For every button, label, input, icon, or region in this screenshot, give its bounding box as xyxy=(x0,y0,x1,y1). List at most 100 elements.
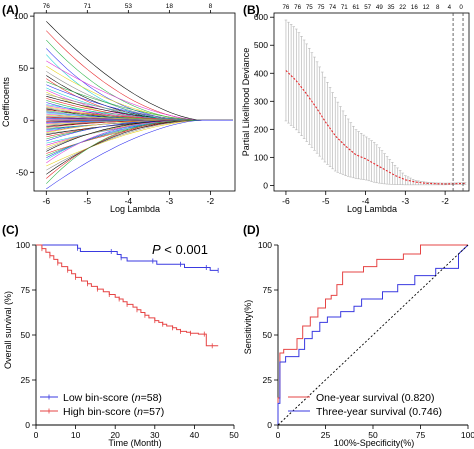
panel-a-coefficient-paths xyxy=(46,21,233,190)
panel-b-xtick-label: -6 xyxy=(282,196,290,206)
panel-b-axes: -6 -5 -4 -3 -2 0 100 200 300 400 500 600 76 76 75 75 74 7… xyxy=(254,4,464,206)
panel-b-top-label: 16 xyxy=(411,4,418,11)
panel-d-ylabel: Sensitivity(%) xyxy=(243,300,253,355)
panel-b-top-label: 22 xyxy=(399,4,406,11)
panel-d-label: (D) xyxy=(243,223,260,237)
panel-d-xtick-label: 0 xyxy=(276,430,281,440)
panel-c-xlabel: Time (Month) xyxy=(108,438,161,448)
panel-a-top-tick-label: 53 xyxy=(125,3,133,10)
panel-b-ytick-label: 500 xyxy=(254,40,268,50)
panel-b-ytick-label: 300 xyxy=(254,96,268,106)
legend-text: High bin-score ( xyxy=(63,406,138,418)
panel-a-coefficient-path xyxy=(46,81,233,121)
panel-b-top-label: 12 xyxy=(423,4,430,11)
panel-b-top-label: 0 xyxy=(459,4,463,11)
panel-c-label: (C) xyxy=(2,223,19,237)
legend-n: n xyxy=(137,406,143,418)
panel-a-coefficient-path xyxy=(46,119,233,190)
panel-b-xlabel: Log Lambda xyxy=(347,204,397,214)
panel-a-top-tick-label: 76 xyxy=(43,3,51,10)
panel-c-xtick-label: 20 xyxy=(110,430,120,440)
pvalue-rest: < 0.001 xyxy=(161,242,208,257)
legend-n: n xyxy=(135,392,141,404)
panel-c-legend-label: High bin-score (n=57) xyxy=(63,406,164,418)
panel-d-xtick-label: 25 xyxy=(321,430,331,440)
panel-d-xtick-label: 50 xyxy=(368,430,378,440)
panel-c-pvalue: P < 0.001 xyxy=(152,242,208,257)
panel-a-ytick-label: 0 xyxy=(23,115,28,125)
panel-d-legend-label: One-year survival (0.820) xyxy=(316,392,434,404)
panel-b-top-label: 61 xyxy=(353,4,360,11)
panel-a-coefficient-path xyxy=(46,119,233,171)
panel-b-xtick-label: -3 xyxy=(402,196,410,206)
panel-b-lines xyxy=(285,13,466,191)
panel-c-high-curve xyxy=(36,244,219,347)
panel-a: (A) -6 -5 -4 -3 -2 -50 0 50 100 76 71 53 18 8 Log Lam… xyxy=(1,3,236,214)
legend-text: =57) xyxy=(143,406,164,418)
panel-b-ylabel: Partial Likelihood Deviance xyxy=(241,48,251,157)
panel-b-mean-deviance-line xyxy=(285,70,466,185)
panel-b-top-label: 75 xyxy=(306,4,313,11)
panel-b-top-label: 4 xyxy=(448,4,452,11)
panel-d-legend-label: Three-year survival (0.746) xyxy=(316,406,442,418)
panel-b-xtick-label: -2 xyxy=(441,196,449,206)
panel-a-top-tick-label: 71 xyxy=(84,3,92,10)
panel-b: (B) -6 -5 -4 -3 -2 0 100 200 300 400 500 600 76 76 75 7… xyxy=(241,3,470,214)
panel-d-ytick-label: 50 xyxy=(263,330,273,340)
panel-a-coefficient-path xyxy=(46,119,233,184)
panel-c-ytick-label: 100 xyxy=(16,240,30,250)
panel-a-coefficient-path xyxy=(46,98,233,121)
panel-b-top-label: 8 xyxy=(436,4,440,11)
panel-a-xtick-label: -3 xyxy=(166,196,174,206)
panel-a-coefficient-path xyxy=(46,119,233,167)
panel-b-top-label: 75 xyxy=(318,4,325,11)
panel-a-ylabel: Coefficoents xyxy=(1,77,11,127)
panel-d-ytick-label: 25 xyxy=(263,375,273,385)
panel-a-xtick-label: -6 xyxy=(43,196,51,206)
panel-d-ytick-label: 100 xyxy=(258,240,272,250)
panel-c-axes: 0 10 20 30 40 50 0 25 50 75 100 xyxy=(16,240,239,440)
panel-c-survival-curves xyxy=(36,244,219,349)
panel-a-coefficient-path xyxy=(46,30,233,121)
panel-c-ytick-label: 0 xyxy=(25,420,30,430)
panel-a-coefficient-path xyxy=(46,93,233,121)
panel-b-error-bars xyxy=(284,19,467,186)
panel-b-top-label: 76 xyxy=(282,4,289,11)
panel-c-ytick-label: 50 xyxy=(21,330,31,340)
panel-b-frame xyxy=(273,12,470,192)
panel-b-ytick-label: 200 xyxy=(254,124,268,134)
panel-d-ytick-label: 75 xyxy=(263,285,273,295)
panel-a-xlabel: Log Lambda xyxy=(110,204,160,214)
panel-d-one-year-curve xyxy=(277,244,468,425)
panel-d-xtick-label: 100 xyxy=(461,430,474,440)
panel-d-xtick-label: 75 xyxy=(416,430,426,440)
panel-a-frame xyxy=(33,12,236,192)
panel-c-xtick-label: 40 xyxy=(190,430,200,440)
panel-b-label: (B) xyxy=(243,3,260,17)
panel-d-ytick-label: 0 xyxy=(267,420,272,430)
panel-b-ytick-label: 600 xyxy=(254,12,268,22)
legend-text: Low bin-score ( xyxy=(63,392,135,404)
panel-a-top-tick-label: 18 xyxy=(166,3,174,10)
panel-a-coefficient-path xyxy=(46,39,233,121)
panel-a-xtick-label: -5 xyxy=(84,196,92,206)
panel-b-top-label: 71 xyxy=(341,4,348,11)
panel-b-xtick-label: -4 xyxy=(362,196,370,206)
panel-c-xtick-label: 0 xyxy=(34,430,39,440)
panel-a-coefficient-path xyxy=(46,119,233,175)
panel-d-xlabel: 100%-Specificity(%) xyxy=(334,438,415,448)
panel-a-label: (A) xyxy=(2,3,19,17)
panel-b-ytick-label: 400 xyxy=(254,68,268,78)
panel-c-low-curve xyxy=(36,244,219,271)
panel-c-legend: Low bin-score (n=58)High bin-score (n=57… xyxy=(40,392,164,418)
panel-c-ylabel: Overall survival (%) xyxy=(3,291,13,369)
panel-c-xtick-label: 10 xyxy=(71,430,81,440)
panel-b-top-label: 49 xyxy=(376,4,383,11)
panel-a-coefficient-path xyxy=(46,60,233,121)
panel-a-ytick-label: -50 xyxy=(16,167,29,177)
panel-d-axes: 0 25 50 75 100 0 25 50 75 100 xyxy=(258,240,474,440)
panel-b-xtick-label: -5 xyxy=(322,196,330,206)
panel-a-top-tick-label: 8 xyxy=(209,3,213,10)
panel-a-xtick-label: -2 xyxy=(207,196,215,206)
